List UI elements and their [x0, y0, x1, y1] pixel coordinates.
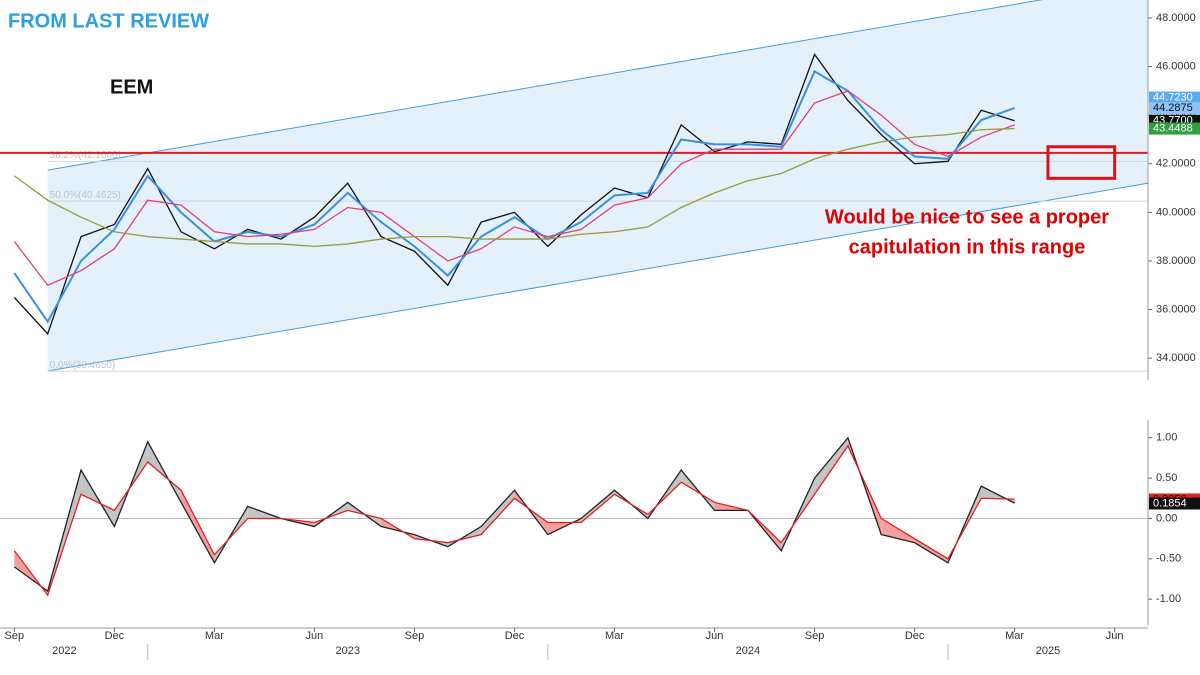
osc-fill [914, 538, 948, 563]
x-tick-label: Jun [706, 630, 724, 642]
title: FROM LAST REVIEW [8, 10, 209, 32]
channel-line [47, 182, 1148, 372]
y-tick-label: 38.0000 [1156, 255, 1196, 267]
annotation: Would be nice to see a proper [825, 206, 1109, 228]
x-tick-label: Mar [205, 630, 224, 642]
series-line [13, 127, 1015, 248]
series-line [13, 90, 1015, 287]
x-tick-label: Jun [1106, 630, 1124, 642]
x-tick-label: Jun [306, 630, 324, 642]
price-tag-label: 44.7230 [1153, 92, 1193, 104]
price-panel: 38.2%(42.1000) 50.0%(40.4625) 0.0%(33.4650… [0, 0, 1148, 372]
y-tick-label: -0.50 [1156, 553, 1181, 565]
y-tick-label: 48.0000 [1156, 12, 1196, 24]
fib-label: 50.0%(40.4625) [50, 190, 121, 201]
osc-fill [181, 490, 215, 563]
year-label: 2022 [52, 645, 76, 657]
x-tick-label: Dec [105, 630, 125, 642]
series-line [13, 444, 1015, 597]
x-tick-label: Mar [1005, 630, 1024, 642]
symbol: EEM [110, 76, 153, 98]
price-tag [1149, 497, 1200, 510]
fib-label: 0.0%(33.4650) [50, 360, 116, 371]
x-tick-label: Sep [5, 630, 25, 642]
x-tick-label: Dec [505, 630, 525, 642]
channel-fill [47, 0, 1148, 372]
x-tick-label: Dec [905, 630, 925, 642]
y-tick-label: 42.0000 [1156, 158, 1196, 170]
axes: 34.000036.000038.000040.000042.000044.00… [0, 0, 1200, 660]
x-tick-label: Sep [805, 630, 825, 642]
y-tick-label: 1.00 [1156, 432, 1177, 444]
fib-label: 38.2%(42.1000) [50, 150, 121, 161]
osc-fill [581, 490, 615, 523]
year-label: 2023 [336, 645, 360, 657]
oscillator-panel [0, 436, 1148, 597]
osc-fill [814, 437, 848, 495]
series-line [13, 53, 1015, 336]
y-tick-label: 0.50 [1156, 472, 1177, 484]
highlight-box [1046, 145, 1117, 180]
y-tick-label: 46.0000 [1156, 60, 1196, 72]
osc-fill [481, 490, 515, 535]
y-tick-label: 0.00 [1156, 512, 1177, 524]
series-line [13, 436, 1015, 593]
price-tag [1149, 102, 1200, 115]
y-tick-label: 40.0000 [1156, 206, 1196, 218]
y-tick-label: -1.00 [1156, 593, 1181, 605]
y-tick-label: 36.0000 [1156, 303, 1196, 315]
annotation: capitulation in this range [849, 236, 1086, 258]
x-tick-label: Mar [605, 630, 624, 642]
price-tag-label: 0.1854 [1153, 497, 1187, 509]
price-tag-label: 43.4488 [1153, 122, 1193, 134]
channel-line [47, 0, 1044, 171]
price-tag [1149, 91, 1200, 104]
price-tag-label: 44.2875 [1153, 102, 1193, 114]
x-tick-label: Sep [405, 630, 425, 642]
year-label: 2024 [736, 645, 760, 657]
y-tick-label: 34.0000 [1156, 352, 1196, 364]
price-tag [1149, 122, 1200, 135]
year-label: 2025 [1036, 645, 1060, 657]
